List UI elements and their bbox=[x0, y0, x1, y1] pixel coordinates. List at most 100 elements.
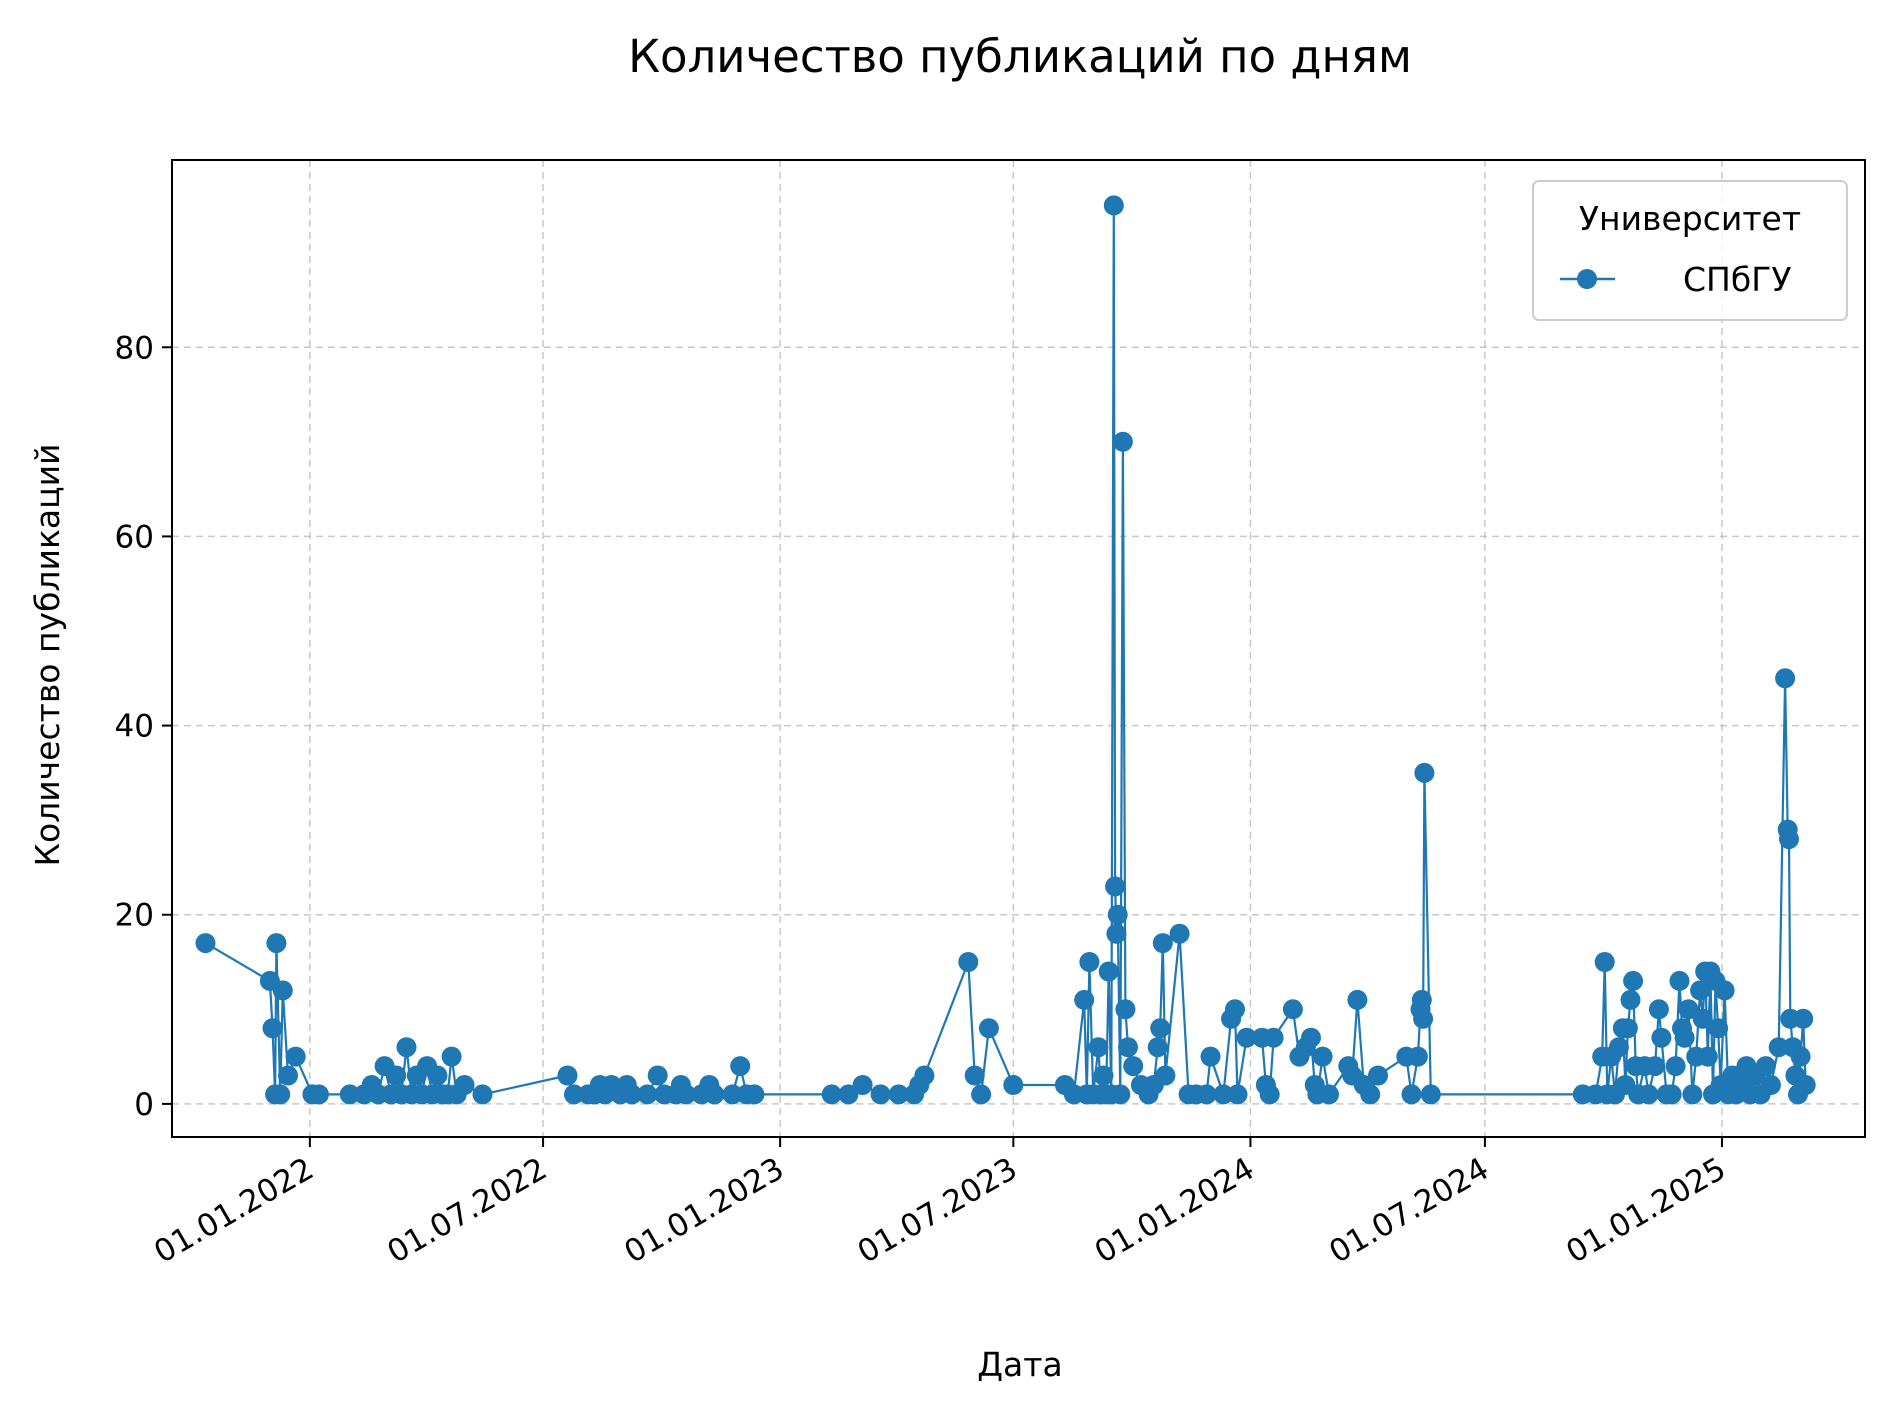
data-point bbox=[821, 1084, 842, 1105]
data-point bbox=[272, 980, 293, 1001]
data-point bbox=[730, 1056, 751, 1077]
data-point bbox=[454, 1075, 475, 1095]
legend: Университет СПбГУ bbox=[1532, 180, 1848, 321]
data-point bbox=[838, 1084, 859, 1105]
data-point bbox=[1110, 1084, 1131, 1105]
y-axis-label: Количество публикаций bbox=[28, 444, 67, 867]
data-point bbox=[1282, 999, 1303, 1020]
data-point bbox=[1648, 999, 1669, 1020]
data-point bbox=[964, 1065, 985, 1086]
data-point bbox=[1088, 1037, 1109, 1058]
data-point bbox=[1775, 668, 1796, 689]
data-point bbox=[1651, 1027, 1672, 1048]
data-point bbox=[1682, 1084, 1703, 1105]
data-point bbox=[1169, 923, 1190, 944]
x-tick-label: 01.07.2023 bbox=[852, 1151, 1024, 1271]
data-point bbox=[1150, 1018, 1171, 1039]
data-point bbox=[1407, 1046, 1428, 1067]
data-point bbox=[1623, 970, 1644, 991]
data-point bbox=[1790, 1046, 1811, 1067]
data-point bbox=[1420, 1084, 1441, 1105]
data-point bbox=[1669, 970, 1690, 991]
series-line bbox=[204, 204, 1807, 1096]
data-point bbox=[1123, 1056, 1144, 1077]
data-point bbox=[1200, 1046, 1221, 1067]
data-point bbox=[647, 1065, 668, 1086]
data-point bbox=[1093, 1065, 1114, 1086]
data-point bbox=[1003, 1075, 1024, 1095]
data-point bbox=[1779, 829, 1799, 850]
data-point bbox=[1107, 904, 1128, 925]
data-point bbox=[1115, 999, 1136, 1020]
data-point bbox=[1152, 933, 1173, 954]
data-point bbox=[1620, 989, 1641, 1010]
data-point bbox=[1259, 1084, 1280, 1105]
data-point bbox=[1236, 1027, 1257, 1048]
data-point bbox=[1617, 1018, 1638, 1039]
data-point bbox=[1155, 1065, 1176, 1086]
data-point bbox=[1227, 1084, 1248, 1105]
data-point bbox=[1401, 1084, 1422, 1105]
data-point bbox=[1768, 1037, 1789, 1058]
data-point bbox=[1147, 1037, 1168, 1058]
data-point bbox=[1411, 989, 1432, 1010]
data-point bbox=[1697, 1046, 1718, 1067]
data-point bbox=[1795, 1075, 1816, 1095]
data-point bbox=[1103, 195, 1124, 216]
data-point bbox=[1347, 989, 1368, 1010]
chart-title: Количество публикаций по дням bbox=[628, 30, 1412, 83]
data-point bbox=[1645, 1056, 1665, 1077]
y-tick-label: 40 bbox=[115, 709, 154, 745]
data-point bbox=[622, 1084, 642, 1105]
data-point bbox=[557, 1065, 578, 1086]
data-point bbox=[308, 1084, 329, 1105]
x-tick-label: 01.01.2023 bbox=[618, 1151, 790, 1271]
data-point bbox=[339, 1084, 360, 1105]
data-point bbox=[1708, 1018, 1729, 1039]
x-axis: 01.01.2022 01.07.2022 01.01.2023 01.07.2023… bbox=[148, 1137, 1732, 1271]
data-point bbox=[1112, 431, 1133, 452]
data-point bbox=[1368, 1065, 1388, 1086]
data-point bbox=[1755, 1056, 1776, 1077]
data-point bbox=[744, 1084, 765, 1105]
data-point bbox=[978, 1018, 999, 1039]
data-point bbox=[1608, 1037, 1629, 1058]
data-point bbox=[1196, 1084, 1217, 1105]
data-point bbox=[564, 1084, 584, 1105]
data-point bbox=[1674, 1027, 1695, 1048]
data-point bbox=[1638, 1084, 1659, 1105]
data-point bbox=[914, 1065, 935, 1086]
y-tick-label: 80 bbox=[115, 330, 154, 366]
data-point bbox=[676, 1084, 697, 1105]
x-tick-label: 01.01.2025 bbox=[1560, 1151, 1732, 1271]
data-point bbox=[1692, 1008, 1713, 1029]
data-point bbox=[1301, 1027, 1321, 1048]
data-point bbox=[704, 1084, 725, 1105]
series-group bbox=[195, 195, 1816, 1105]
data-point bbox=[1714, 980, 1735, 1001]
data-point bbox=[386, 1065, 407, 1086]
data-point bbox=[1413, 1008, 1434, 1029]
data-point bbox=[1263, 1027, 1284, 1048]
data-point bbox=[1106, 923, 1127, 944]
data-point bbox=[1360, 1084, 1381, 1105]
data-point bbox=[1793, 1008, 1814, 1029]
legend-box bbox=[1532, 180, 1848, 321]
y-axis: 0 20 40 60 80 bbox=[115, 330, 172, 1123]
data-point bbox=[266, 933, 287, 954]
data-point bbox=[1213, 1084, 1234, 1105]
data-point bbox=[396, 1037, 417, 1058]
data-point bbox=[1319, 1084, 1339, 1105]
x-axis-label: Дата bbox=[977, 1345, 1062, 1384]
x-tick-label: 01.07.2024 bbox=[1323, 1151, 1495, 1271]
data-point bbox=[285, 1046, 306, 1067]
data-point bbox=[1678, 999, 1699, 1020]
data-point bbox=[472, 1084, 493, 1105]
y-tick-label: 0 bbox=[134, 1087, 154, 1123]
data-point bbox=[1760, 1075, 1781, 1095]
y-tick-label: 20 bbox=[115, 898, 154, 934]
x-tick-label: 01.07.2022 bbox=[381, 1151, 553, 1271]
data-point bbox=[1079, 952, 1100, 972]
y-tick-label: 60 bbox=[115, 519, 154, 555]
